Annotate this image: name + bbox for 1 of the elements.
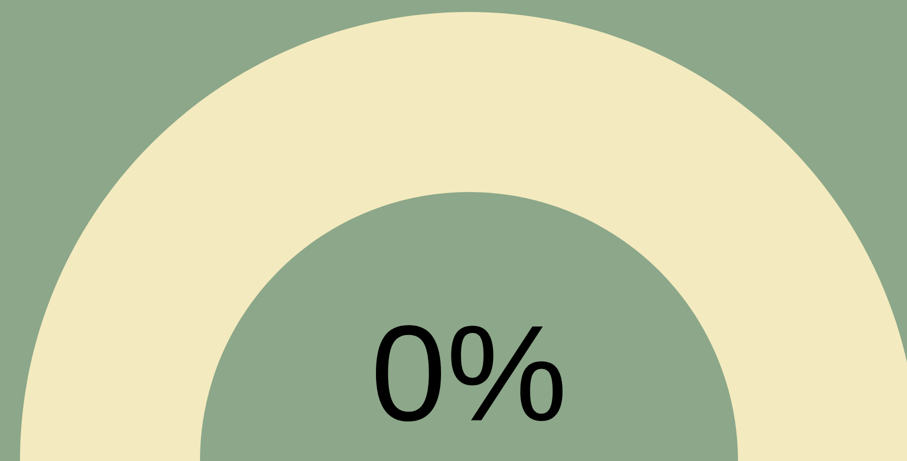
text: 0%	[376, 325, 563, 422]
